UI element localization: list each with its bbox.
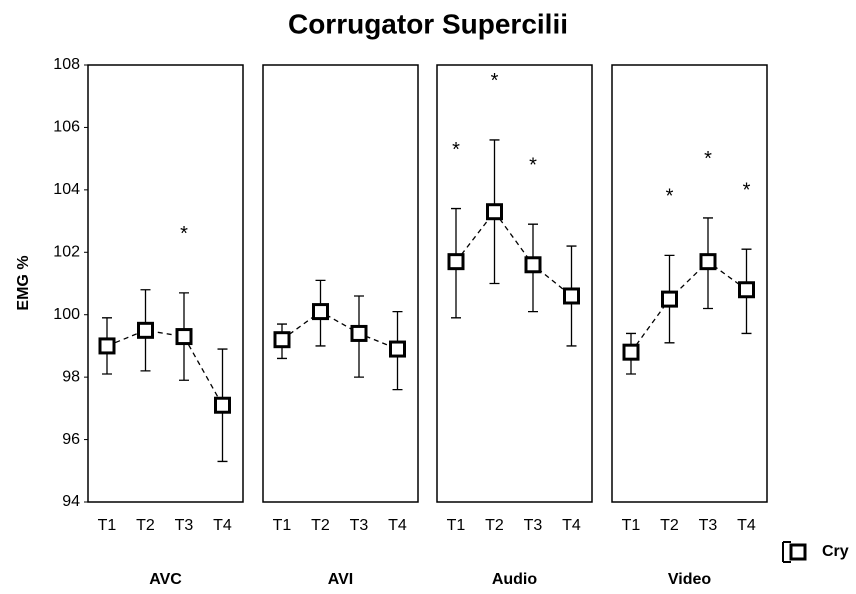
y-tick-label: 98 — [62, 368, 80, 385]
panel-label: Video — [668, 571, 712, 588]
series-line — [455, 210, 572, 297]
marker — [273, 331, 291, 349]
panel-frame — [611, 64, 768, 503]
panel-frame — [262, 64, 419, 503]
panel-frame — [87, 64, 244, 503]
x-tick-label: T1 — [447, 517, 466, 534]
x-tick-label: T3 — [524, 517, 543, 534]
y-tick-label: 106 — [53, 119, 80, 136]
panel-label: AVI — [328, 571, 353, 588]
legend-symbol — [789, 543, 807, 561]
significance-star: * — [491, 70, 499, 92]
marker — [622, 343, 640, 361]
y-tick-label: 94 — [62, 493, 80, 510]
marker — [98, 337, 116, 355]
x-tick-label: T3 — [175, 517, 194, 534]
marker — [214, 396, 231, 414]
significance-star: * — [180, 223, 188, 245]
x-tick-label: T1 — [98, 517, 117, 534]
marker — [563, 287, 580, 305]
marker — [312, 303, 329, 321]
marker — [524, 256, 542, 274]
x-tick-label: T4 — [737, 517, 756, 534]
marker — [389, 340, 406, 358]
y-tick-label: 102 — [53, 244, 80, 261]
x-tick-label: T2 — [485, 517, 504, 534]
chart-title: Corrugator Supercilii — [288, 8, 568, 39]
y-tick-label: 96 — [62, 431, 80, 448]
marker — [486, 203, 503, 221]
x-tick-label: T3 — [699, 517, 718, 534]
marker — [699, 253, 717, 271]
marker — [447, 253, 465, 271]
y-axis-label: EMG % — [15, 255, 32, 310]
x-tick-label: T4 — [213, 517, 232, 534]
marker — [350, 324, 368, 342]
x-tick-label: T3 — [350, 517, 369, 534]
x-tick-label: T2 — [136, 517, 155, 534]
x-tick-label: T4 — [388, 517, 407, 534]
legend-label: Cry — [822, 543, 849, 560]
y-tick-label: 100 — [53, 306, 80, 323]
y-tick-label: 108 — [53, 56, 80, 73]
significance-star: * — [452, 139, 460, 161]
series-line — [281, 310, 398, 350]
series-line — [630, 260, 747, 353]
panel-frame — [436, 64, 593, 503]
marker — [738, 281, 755, 299]
x-tick-label: T2 — [311, 517, 330, 534]
x-tick-label: T2 — [660, 517, 679, 534]
panel-label: AVC — [149, 571, 182, 588]
marker — [661, 290, 678, 308]
legend-symbol — [782, 541, 791, 563]
significance-star: * — [666, 186, 674, 208]
y-tick-label: 104 — [53, 181, 80, 198]
panel-label: Audio — [492, 571, 538, 588]
series-line — [106, 329, 224, 406]
x-tick-label: T1 — [273, 517, 292, 534]
x-tick-label: T1 — [622, 517, 641, 534]
significance-star: * — [529, 154, 537, 176]
marker — [175, 328, 193, 346]
x-tick-label: T4 — [562, 517, 581, 534]
significance-star: * — [704, 148, 712, 170]
marker — [137, 321, 154, 339]
significance-star: * — [743, 179, 751, 201]
